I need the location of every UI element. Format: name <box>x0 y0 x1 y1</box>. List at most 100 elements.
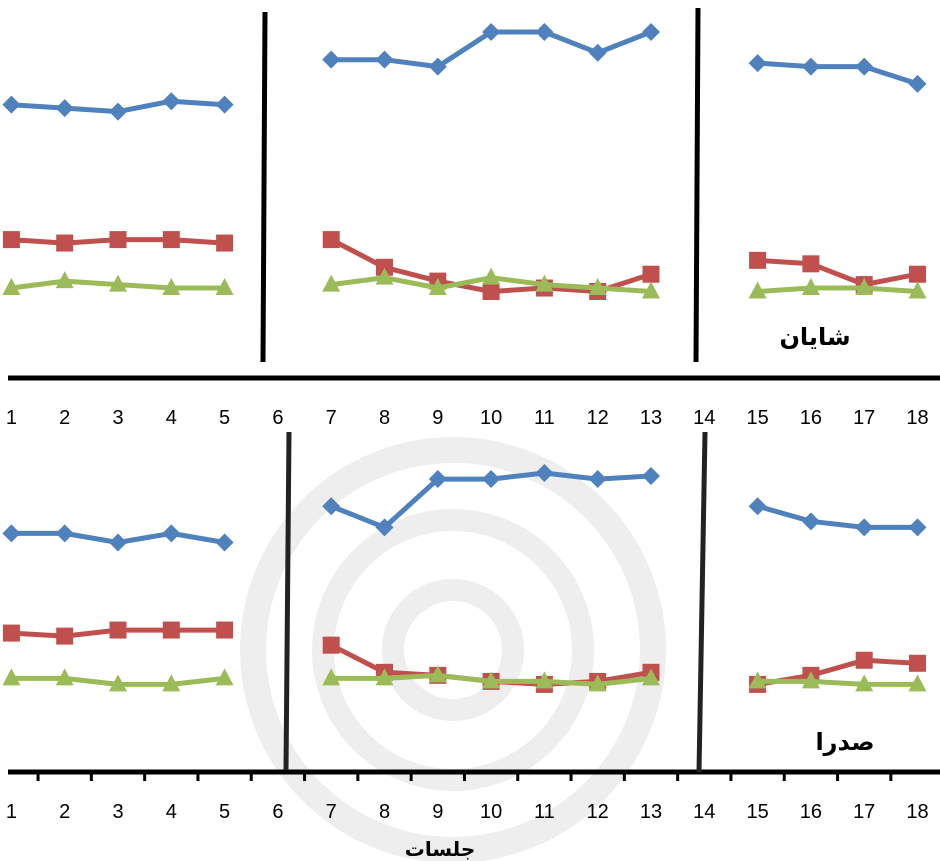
data-point-triangle <box>322 668 341 686</box>
data-point-triangle <box>162 674 181 692</box>
x-tick-label: 7 <box>326 407 337 429</box>
x-tick-label: 3 <box>112 407 123 429</box>
data-point-triangle <box>55 271 74 289</box>
data-point-square <box>376 258 393 276</box>
series-triangle <box>2 665 927 692</box>
series-line <box>757 60 919 87</box>
x-tick-label: 1 <box>6 407 17 429</box>
data-point-diamond <box>2 95 21 114</box>
data-point-square <box>749 251 767 269</box>
data-point-diamond <box>375 50 394 69</box>
data-point-square <box>216 234 234 252</box>
x-tick-label: 16 <box>800 407 822 429</box>
x-tick-label: 4 <box>166 801 177 823</box>
data-point-diamond <box>322 497 341 516</box>
x-tick-label: 11 <box>534 801 555 823</box>
x-tick-label: 8 <box>379 801 390 823</box>
data-point-triangle <box>162 278 181 296</box>
data-point-diamond <box>482 23 501 41</box>
x-tick-label: 14 <box>693 407 715 429</box>
data-point-diamond <box>2 524 21 543</box>
data-point-square <box>162 621 180 639</box>
series-line <box>757 285 918 294</box>
x-tick-label: 10 <box>480 801 502 823</box>
data-point-triangle <box>801 278 820 296</box>
x-tick-label: 7 <box>326 801 337 823</box>
x-tick-label: 6 <box>272 801 283 823</box>
x-tick-label: 13 <box>640 801 662 823</box>
data-point-square <box>109 231 127 249</box>
x-tick-label: 6 <box>272 407 283 429</box>
data-point-triangle <box>588 278 607 296</box>
data-point-diamond <box>855 518 874 537</box>
x-tick-label: 9 <box>432 801 443 823</box>
data-point-diamond <box>109 533 127 552</box>
data-point-diamond <box>109 102 127 121</box>
data-point-triangle <box>588 674 607 692</box>
data-point-diamond <box>162 92 181 111</box>
x-tick-label: 16 <box>800 801 822 823</box>
data-point-triangle <box>55 668 74 686</box>
data-point-square <box>56 627 74 645</box>
data-point-diamond <box>55 524 74 543</box>
data-point-triangle <box>109 674 127 692</box>
data-point-diamond <box>215 95 234 114</box>
x-tick-label: 13 <box>640 407 662 429</box>
data-point-triangle <box>748 671 767 689</box>
data-point-triangle <box>908 674 927 692</box>
x-tick-label: 12 <box>587 801 609 823</box>
x-tick-label: 3 <box>112 801 123 823</box>
series-line <box>757 257 918 288</box>
x-tick-label: 17 <box>853 407 875 429</box>
data-point-square <box>322 231 340 249</box>
x-tick-label: 4 <box>166 407 177 429</box>
data-point-square <box>322 636 340 654</box>
series-triangle <box>2 267 927 299</box>
data-point-diamond <box>642 23 660 41</box>
data-point-diamond <box>535 464 554 483</box>
data-point-diamond <box>375 518 394 537</box>
watermark-rosette <box>240 437 666 861</box>
data-point-triangle <box>535 274 554 292</box>
phase-change-line <box>260 11 268 363</box>
x-tick-label: 5 <box>219 407 230 429</box>
data-point-triangle <box>535 671 554 689</box>
data-point-triangle <box>428 278 447 296</box>
data-point-diamond <box>55 99 74 118</box>
phase-change-line <box>696 431 708 773</box>
series-line <box>756 503 918 530</box>
x-tick-label: 12 <box>587 407 609 429</box>
data-point-diamond <box>908 74 927 93</box>
x-tick-label: 15 <box>746 407 768 429</box>
data-point-diamond <box>801 512 820 531</box>
data-point-triangle <box>375 267 394 285</box>
data-point-triangle <box>428 665 447 683</box>
data-point-square <box>802 255 820 273</box>
data-point-triangle <box>215 278 234 296</box>
data-point-square <box>855 651 873 669</box>
x-tick-label: 18 <box>906 407 928 429</box>
data-point-square <box>909 654 926 672</box>
series-line <box>757 678 918 687</box>
data-point-diamond <box>908 518 927 537</box>
data-point-triangle <box>908 281 927 299</box>
x-tick-label: 8 <box>379 407 390 429</box>
data-point-triangle <box>482 267 501 285</box>
series-diamond <box>2 23 927 121</box>
data-point-square <box>642 265 660 283</box>
series-square <box>2 231 926 300</box>
x-tick-label: 5 <box>219 801 230 823</box>
x-tick-label: 10 <box>480 407 502 429</box>
panel-title: شایان <box>779 323 850 351</box>
series-diamond <box>2 464 927 552</box>
data-point-square <box>216 621 234 639</box>
x-tick-label: 11 <box>534 407 555 429</box>
data-point-triangle <box>2 668 21 686</box>
data-point-square <box>56 234 74 252</box>
data-point-square <box>2 624 20 642</box>
data-point-diamond <box>588 43 607 62</box>
x-tick-label: 17 <box>853 801 875 823</box>
data-point-square <box>109 621 127 639</box>
